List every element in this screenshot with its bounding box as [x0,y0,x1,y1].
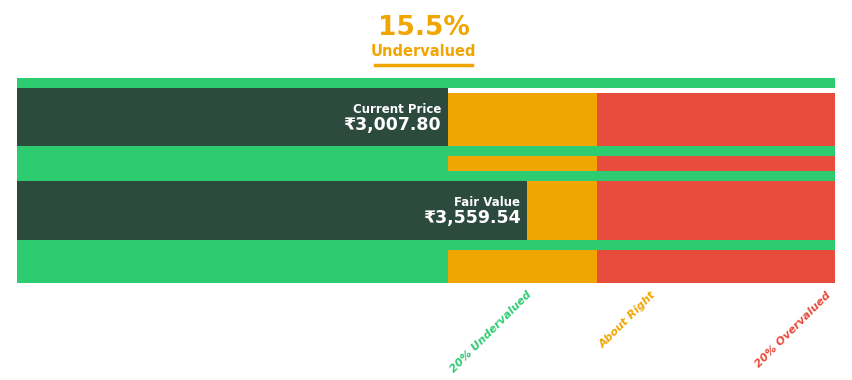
Text: ₹3,007.80: ₹3,007.80 [343,116,440,134]
Bar [17,146,833,157]
Text: 20% Overvalued: 20% Overvalued [752,290,832,369]
Bar [447,93,596,283]
Text: Undervalued: Undervalued [371,44,476,59]
Text: Fair Value: Fair Value [454,196,520,209]
Bar [17,93,447,283]
Bar [17,88,447,146]
Text: Current Price: Current Price [352,103,440,116]
Bar [17,181,527,240]
Bar [596,93,833,283]
Bar [17,240,833,250]
Text: 20% Undervalued: 20% Undervalued [447,290,532,375]
Bar [17,171,833,181]
Text: About Right: About Right [596,290,657,350]
Bar [17,78,833,88]
Text: ₹3,559.54: ₹3,559.54 [423,209,520,227]
Text: 15.5%: 15.5% [377,15,469,41]
